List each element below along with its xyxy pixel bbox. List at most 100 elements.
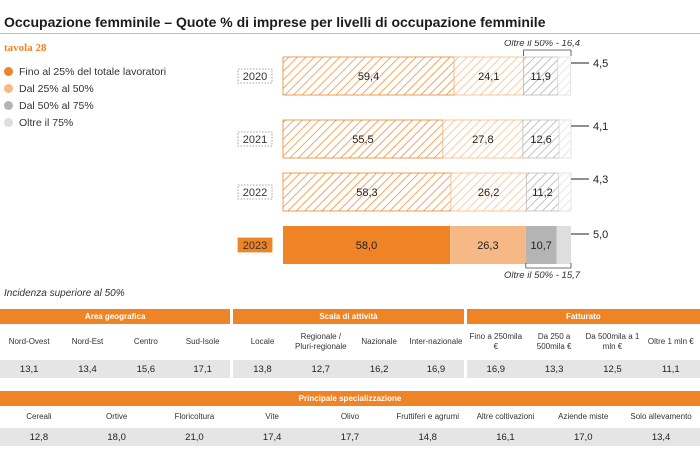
column-label: Olivo <box>340 412 360 421</box>
year-label-box <box>237 131 273 147</box>
value-cell: 13,1 <box>0 360 59 378</box>
legend-item: Fino al 25% del totale lavoratori <box>4 66 184 78</box>
legend-swatch <box>4 84 13 93</box>
data-label: 58,0 <box>356 240 377 252</box>
value-cell: 13,3 <box>524 360 584 378</box>
incidence-label: Incidenza superiore al 50% <box>4 288 125 299</box>
side-data-label: 4,5 <box>593 58 608 70</box>
legend-label: Fino al 25% del totale lavoratori <box>19 66 167 78</box>
value-row: 12,8 18,0 21,0 17,4 17,7 14,8 16,1 17,0 13,4 <box>0 428 700 446</box>
bar-segment <box>282 172 452 212</box>
data-label: 26,2 <box>478 187 499 199</box>
column-label: Nord-Est <box>71 337 104 346</box>
column-label: Aziende miste <box>558 412 609 421</box>
value-row: 13,1 13,4 15,6 17,1 13,8 12,7 16,2 16,9 16,9 13,3… <box>0 360 700 378</box>
value-cell: 13,8 <box>233 360 292 378</box>
bar-segment <box>558 119 572 159</box>
legend-swatch <box>4 67 13 76</box>
stacked-bar-chart: 2020 59,4 24,1 11,9 4,5 2021 55,5 27,8 12,6 4,1 20… <box>237 40 608 281</box>
value-cell: 12,5 <box>583 360 642 378</box>
bar-segment <box>282 56 455 96</box>
data-label: 11,9 <box>530 71 551 83</box>
column-label: Regionale / Pluri-regionale <box>295 332 347 351</box>
title-divider <box>0 33 700 34</box>
group-header-row: Principale specializzazione <box>0 391 700 406</box>
column-label: Locale <box>250 337 275 346</box>
data-label: 55,5 <box>352 134 373 146</box>
column-label: Nord-Ovest <box>8 337 50 346</box>
table-number: tavola 28 <box>4 42 47 54</box>
column-label-row: Cereali Ortive Floricoltura Vite Olivo Frutti… <box>0 406 700 428</box>
group-header: Principale specializzazione <box>0 391 700 406</box>
value-cell: 16,1 <box>466 428 545 446</box>
bar-segment <box>556 226 571 264</box>
column-label: Sud-Isole <box>175 324 234 360</box>
column-label-row: Nord-Ovest Nord-Est Centro Sud-Isole Locale R… <box>0 324 700 360</box>
value-cell: 17,1 <box>174 360 234 378</box>
year-label: 2020 <box>243 71 267 83</box>
value-cell: 17,0 <box>544 428 623 446</box>
value-cell: 17,7 <box>311 428 389 446</box>
year-label: 2022 <box>243 187 267 199</box>
value-cell: 16,2 <box>349 360 409 378</box>
column-label: Oltre 1 mln € <box>647 337 694 346</box>
column-label: Da 500mila a 1 mln € <box>585 332 640 351</box>
data-label: 24,1 <box>478 71 499 83</box>
year-label-box <box>237 237 273 253</box>
legend-item: Oltre il 75% <box>4 117 184 129</box>
data-label: 12,6 <box>530 134 551 146</box>
column-label: Floricoltura <box>174 412 215 421</box>
column-label: Vite <box>265 412 279 421</box>
legend-label: Dal 50% al 75% <box>19 100 94 112</box>
data-label: 26,3 <box>477 240 498 252</box>
incidence-table-1: Area geografica Scala di attività Fatturat… <box>0 309 700 378</box>
column-label: Cereali <box>26 412 52 421</box>
value-cell: 14,8 <box>388 428 467 446</box>
column-label: Solo allevamento <box>630 412 692 421</box>
bar-segment <box>283 226 451 264</box>
side-data-label: 5,0 <box>593 229 608 241</box>
value-cell: 13,4 <box>58 360 117 378</box>
incidence-table-2: Principale specializzazione Cereali Ortive… <box>0 391 700 446</box>
year-label: 2021 <box>243 134 267 146</box>
column-label: Da 250 a 500mila € <box>536 332 572 351</box>
value-cell: 18,0 <box>77 428 156 446</box>
bar-segment <box>523 56 559 96</box>
column-label: Ortive <box>105 412 128 421</box>
bar-segment <box>525 172 560 212</box>
legend-label: Dal 25% al 50% <box>19 83 94 95</box>
value-cell: 13,4 <box>622 428 700 446</box>
bar-segment <box>557 56 572 96</box>
bar-segment <box>450 226 526 264</box>
value-cell: 16,9 <box>408 360 467 378</box>
value-cell: 17,4 <box>233 428 312 446</box>
value-cell: 16,9 <box>466 360 525 378</box>
group-header: Fatturato <box>466 309 700 324</box>
side-data-label: 4,1 <box>593 121 608 133</box>
group-header: Scala di attività <box>233 309 467 324</box>
data-label: 27,8 <box>472 134 493 146</box>
value-cell: 15,6 <box>116 360 175 378</box>
legend-swatch <box>4 118 13 127</box>
bar-segment <box>453 56 524 96</box>
legend-swatch <box>4 101 13 110</box>
legend: Fino al 25% del totale lavoratori Dal 25%… <box>4 66 184 134</box>
data-label: 10,7 <box>530 240 551 252</box>
group-header-row: Area geografica Scala di attività Fatturat… <box>0 309 700 324</box>
bar-segment <box>558 172 572 212</box>
column-label: Inter-nazionale <box>408 324 467 360</box>
data-label: 58,3 <box>356 187 377 199</box>
value-cell: 21,0 <box>155 428 234 446</box>
legend-item: Dal 50% al 75% <box>4 100 184 112</box>
legend-label: Oltre il 75% <box>19 117 74 129</box>
legend-item: Dal 25% al 50% <box>4 83 184 95</box>
data-label: 11,2 <box>532 187 553 199</box>
group-header: Area geografica <box>0 309 234 324</box>
value-cell: 12,7 <box>291 360 350 378</box>
bar-segment <box>522 119 560 159</box>
annotation-top: Oltre il 50% - 16,4 <box>504 40 580 49</box>
value-cell: 11,1 <box>641 360 700 378</box>
column-label: Fino a 250mila € <box>469 332 523 351</box>
side-data-label: 4,3 <box>593 174 608 186</box>
column-label: Fruttiferi e agrumi <box>396 412 460 421</box>
